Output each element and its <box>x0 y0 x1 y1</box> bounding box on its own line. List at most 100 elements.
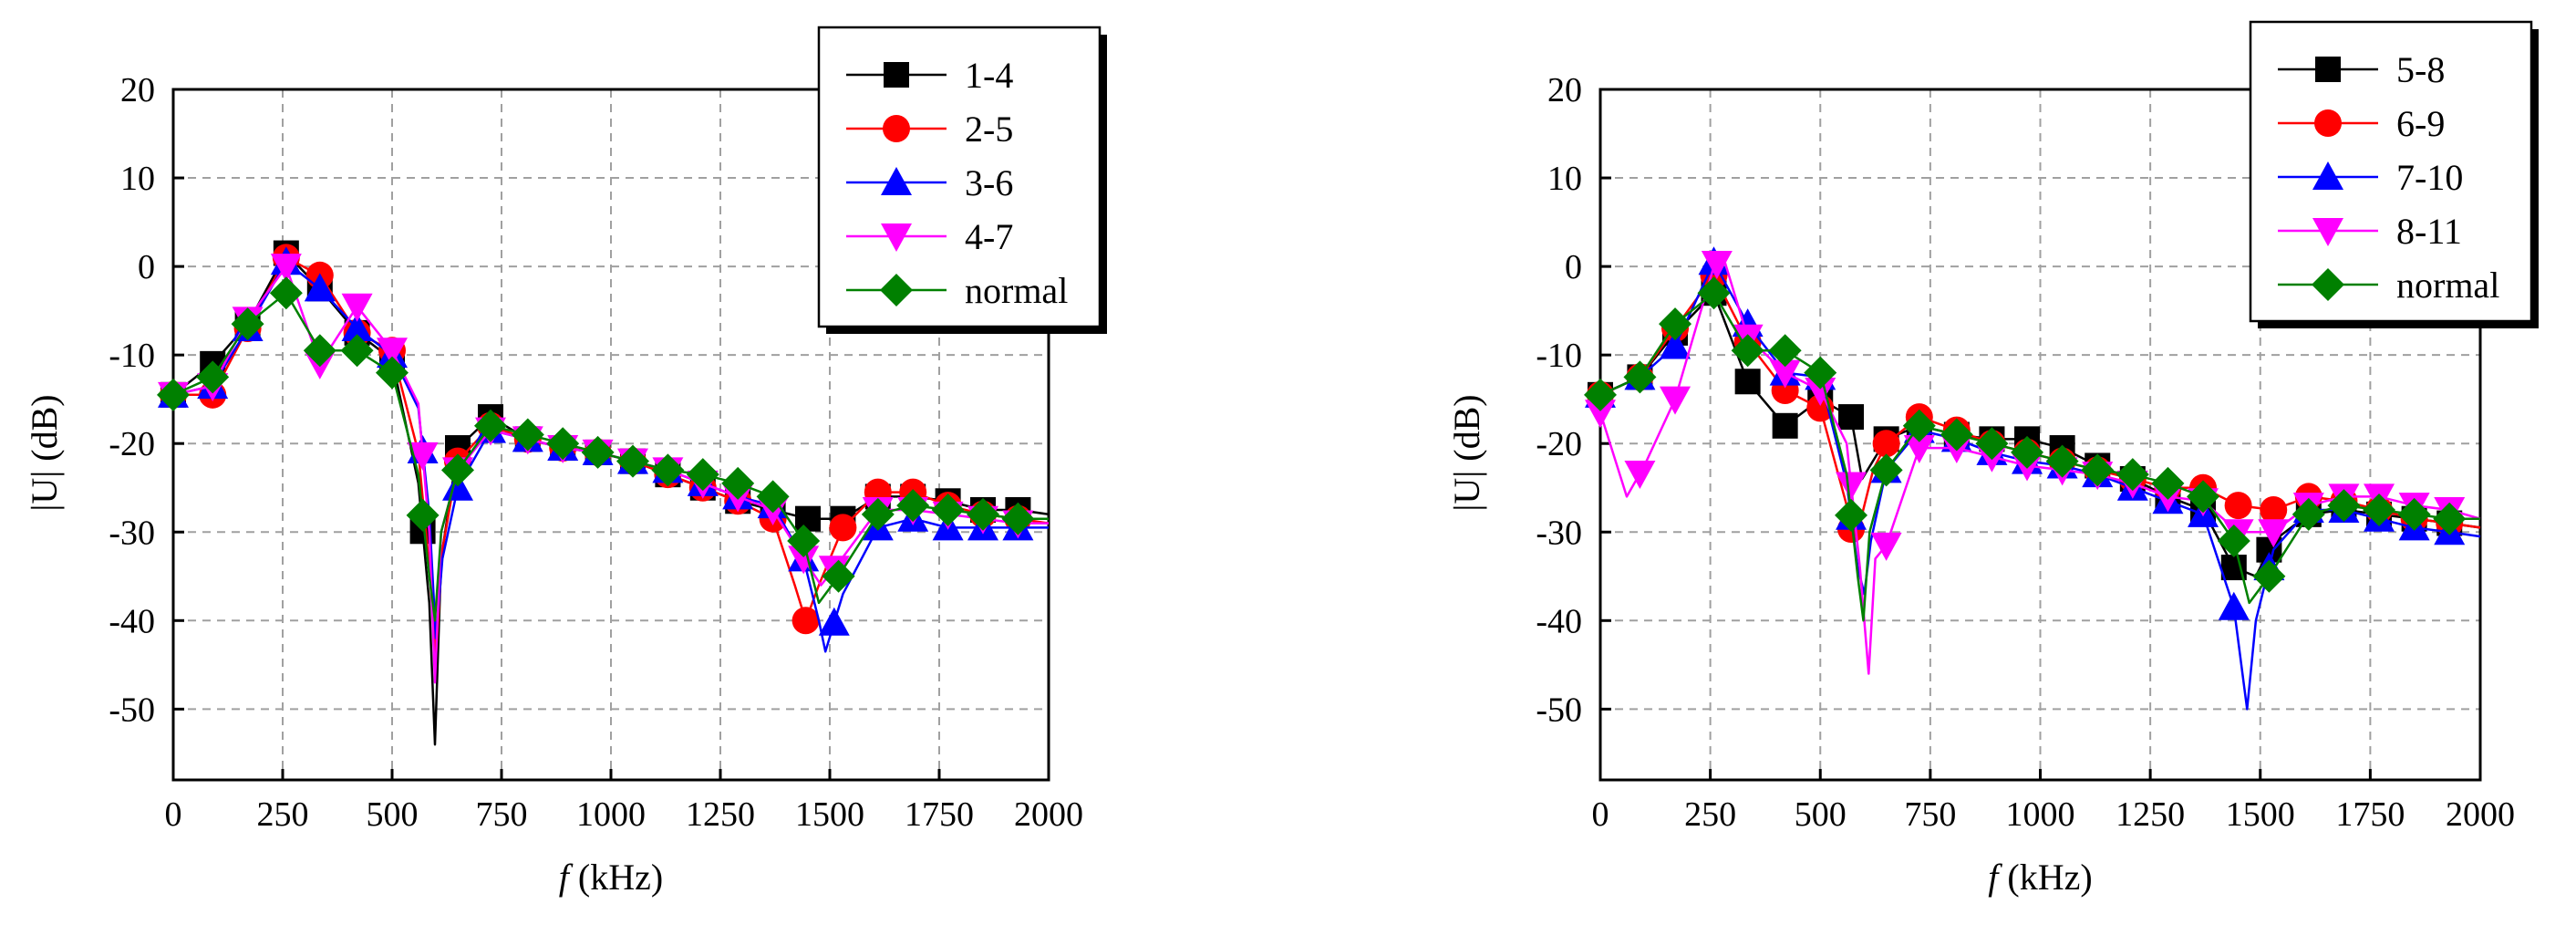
data-point <box>196 360 230 394</box>
y-tick-label: 20 <box>120 71 155 109</box>
data-point <box>1660 330 1691 359</box>
legend-marker <box>880 274 913 306</box>
chart-panel-right: 0 250 500 750 1000 1250 1500 1750 2000 20 10 0 -10 -2… <box>1446 20 2539 898</box>
data-point <box>1734 369 1761 395</box>
series-line <box>1599 291 2481 578</box>
y-axis-label: |U| (dB) <box>24 394 65 511</box>
y-tick-label: -40 <box>1536 602 1582 640</box>
data-point <box>818 607 850 636</box>
data-point <box>2187 480 2220 514</box>
x-tick-label: 750 <box>1904 795 1956 834</box>
data-point <box>616 444 649 478</box>
data-point <box>896 489 930 523</box>
y-tick-label: 0 <box>138 248 155 286</box>
data-point <box>406 498 440 532</box>
y-tick-label: -40 <box>109 602 155 640</box>
x-tick-label: 1750 <box>905 795 974 834</box>
data-point <box>2292 497 2325 531</box>
data-point <box>2151 466 2185 500</box>
data-point <box>788 545 820 575</box>
data-point <box>1940 418 1973 452</box>
data-point <box>2045 444 2079 478</box>
x-tick-label: 2000 <box>2446 795 2515 834</box>
data-point <box>795 505 821 532</box>
legend-marker <box>2312 161 2343 190</box>
y-tick-label: -20 <box>1536 425 1582 463</box>
data-point <box>231 307 264 341</box>
data-point <box>2433 502 2467 535</box>
data-point <box>1731 334 1764 368</box>
legend-marker <box>2314 109 2342 137</box>
y-tick-label: -10 <box>1536 337 1582 375</box>
data-point <box>651 453 685 487</box>
y-tick-label: -20 <box>109 425 155 463</box>
data-point <box>1701 251 1733 280</box>
legend-label: 5-8 <box>2396 49 2445 90</box>
data-point <box>376 356 409 390</box>
legend: 5-8 6-9 7-10 8-11 normal <box>2249 20 2539 328</box>
x-tick-label: 500 <box>1795 795 1847 834</box>
data-point <box>1872 430 1900 458</box>
data-point <box>2224 492 2252 520</box>
data-point <box>931 493 965 526</box>
data-point <box>861 497 895 531</box>
x-tick-label: 1250 <box>686 795 755 834</box>
x-tick-label: 250 <box>257 795 309 834</box>
data-point <box>270 254 302 283</box>
legend-label: 6-9 <box>2396 103 2445 144</box>
legend: 1-4 2-5 3-6 4-7 normal <box>817 26 1107 334</box>
y-tick-label: 10 <box>120 160 155 198</box>
legend-label: 8-11 <box>2396 211 2462 252</box>
legend-marker <box>884 62 909 88</box>
legend-marker <box>2312 268 2344 301</box>
x-tick-label: 1750 <box>2335 795 2405 834</box>
data-point <box>377 338 408 367</box>
data-point <box>1584 378 1617 411</box>
data-point <box>1838 404 1865 431</box>
data-point <box>1836 472 1867 501</box>
x-tick-label: 0 <box>1592 795 1609 834</box>
x-axis-label: f (kHz) <box>1988 857 2092 898</box>
data-point <box>1768 334 1802 368</box>
data-point <box>822 559 855 593</box>
series-normal <box>157 276 1049 622</box>
data-point <box>1975 427 2009 461</box>
x-tick-label: 250 <box>1684 795 1736 834</box>
data-point <box>721 466 755 500</box>
y-tick-label: -10 <box>109 337 155 375</box>
y-axis-label: |U| (dB) <box>1446 394 1487 511</box>
data-point <box>1835 498 1868 532</box>
legend-label: 3-6 <box>965 162 1013 203</box>
data-point <box>2327 489 2361 523</box>
data-point <box>756 480 790 514</box>
legend-box <box>817 26 1102 328</box>
x-tick-label: 2000 <box>1014 795 1083 834</box>
data-point <box>1769 359 1801 389</box>
data-point <box>1902 409 1936 442</box>
x-axis-label: f (kHz) <box>559 857 663 898</box>
data-point <box>1772 412 1798 439</box>
x-tick-label: 0 <box>165 795 182 834</box>
legend-label: normal <box>2396 265 2499 306</box>
data-point <box>1659 307 1692 341</box>
x-tick-label: 1000 <box>2006 795 2075 834</box>
legend-marker <box>2315 57 2341 82</box>
data-point <box>546 427 580 461</box>
data-point <box>2363 493 2396 526</box>
chart-panel-left: 0 250 500 750 1000 1250 1500 1750 2000 20 10 0 -10 -2… <box>24 26 1107 898</box>
legend-label: 4-7 <box>965 216 1013 257</box>
data-point <box>1660 386 1691 415</box>
data-point <box>1624 460 1656 489</box>
legend-label: 2-5 <box>965 109 1013 150</box>
data-point <box>441 453 474 487</box>
legend-label: 7-10 <box>2396 157 2463 198</box>
data-point <box>967 497 999 531</box>
data-point <box>829 514 857 542</box>
data-point <box>686 458 719 492</box>
x-tick-label: 1000 <box>576 795 646 834</box>
x-tick-label: 1500 <box>2226 795 2295 834</box>
y-tick-label: -30 <box>1536 514 1582 552</box>
data-point <box>2081 453 2115 487</box>
data-point <box>1869 453 1903 487</box>
